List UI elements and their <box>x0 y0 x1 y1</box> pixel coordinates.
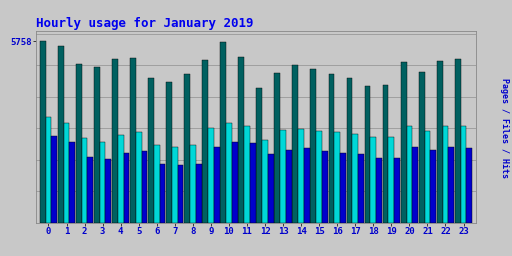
Bar <box>166 82 172 223</box>
Bar <box>220 42 226 223</box>
Bar <box>226 123 232 223</box>
Text: Hourly usage for January 2019: Hourly usage for January 2019 <box>36 17 253 29</box>
Bar <box>208 128 214 223</box>
Bar <box>274 73 280 223</box>
Bar <box>118 135 123 223</box>
Bar <box>424 131 430 223</box>
Bar <box>112 59 118 223</box>
Bar <box>70 142 75 223</box>
Bar <box>105 159 111 223</box>
Bar <box>365 86 370 223</box>
Bar <box>232 142 238 223</box>
Bar <box>178 165 183 223</box>
Bar <box>123 153 130 223</box>
Bar <box>286 150 292 223</box>
Bar <box>172 146 178 223</box>
Bar <box>347 78 352 223</box>
Bar <box>250 143 255 223</box>
Bar <box>100 142 105 223</box>
Bar <box>88 157 93 223</box>
Bar <box>329 74 334 223</box>
Bar <box>430 150 436 223</box>
Bar <box>51 136 57 223</box>
Bar <box>257 88 262 223</box>
Bar <box>304 148 310 223</box>
Bar <box>358 154 364 223</box>
Bar <box>437 61 442 223</box>
Bar <box>389 137 394 223</box>
Bar <box>40 41 46 223</box>
Bar <box>449 146 454 223</box>
Bar <box>340 153 346 223</box>
Bar <box>352 134 358 223</box>
Bar <box>214 146 220 223</box>
Bar <box>466 148 472 223</box>
Bar <box>376 157 382 223</box>
Bar <box>58 46 63 223</box>
Bar <box>382 85 389 223</box>
Bar <box>316 131 322 223</box>
Bar <box>401 62 407 223</box>
Bar <box>46 117 51 223</box>
Bar <box>142 151 147 223</box>
Bar <box>190 145 196 223</box>
Bar <box>244 126 250 223</box>
Bar <box>419 72 424 223</box>
Bar <box>160 164 165 223</box>
Bar <box>394 157 400 223</box>
Bar <box>442 126 449 223</box>
Bar <box>292 65 298 223</box>
Bar <box>82 138 88 223</box>
Bar <box>63 123 70 223</box>
Bar <box>407 126 412 223</box>
Bar <box>412 146 418 223</box>
Bar <box>322 151 328 223</box>
Bar <box>148 78 154 223</box>
Bar <box>298 129 304 223</box>
Bar <box>370 137 376 223</box>
Text: Pages / Files / Hits: Pages / Files / Hits <box>500 78 509 178</box>
Bar <box>310 69 316 223</box>
Bar <box>280 131 286 223</box>
Bar <box>94 67 100 223</box>
Bar <box>196 164 202 223</box>
Bar <box>202 60 208 223</box>
Bar <box>262 140 268 223</box>
Bar <box>334 132 340 223</box>
Bar <box>130 58 136 223</box>
Bar <box>461 126 466 223</box>
Bar <box>136 132 142 223</box>
Bar <box>268 154 274 223</box>
Bar <box>76 64 82 223</box>
Bar <box>184 74 190 223</box>
Bar <box>455 59 461 223</box>
Bar <box>238 57 244 223</box>
Bar <box>154 145 160 223</box>
